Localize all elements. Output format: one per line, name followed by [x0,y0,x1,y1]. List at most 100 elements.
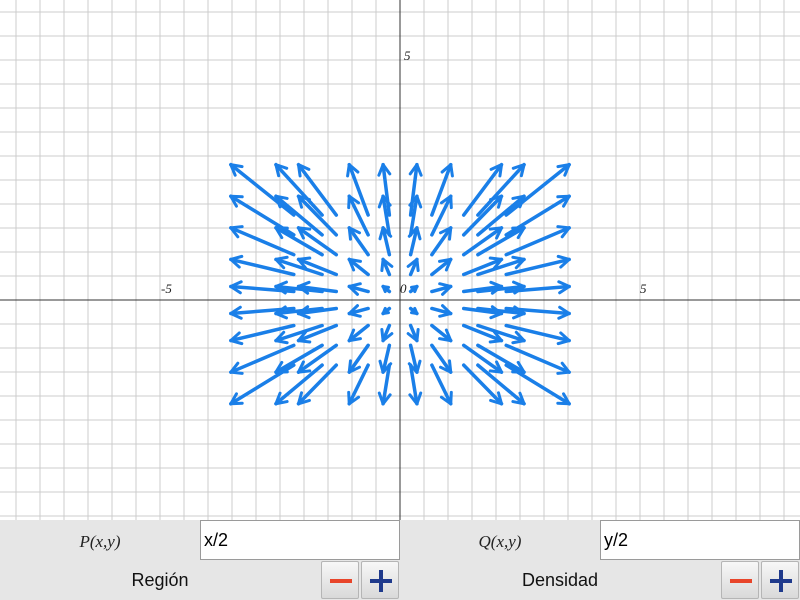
vector-arrow [430,226,453,257]
arrow-head [406,327,420,343]
vector-arrow [229,257,296,277]
vector-arrow [347,363,370,406]
arrow-head [408,163,423,177]
vector-arrow [430,306,453,316]
vector-arrow [476,323,526,343]
arrow-head [409,306,419,316]
arrow-head [408,391,423,406]
density-plus-button[interactable] [761,561,799,599]
vector-arrow [296,343,339,374]
arrow-head [440,163,454,178]
arrow-head [229,280,243,295]
arrow-head [274,391,289,406]
density-minus-button[interactable] [721,561,759,599]
vector-field-plot[interactable]: -5 0 5 5 [0,0,800,520]
vector-arrow [430,363,453,406]
arrow-head [296,226,312,240]
vector-arrow [381,226,392,257]
arrow-head [377,391,392,406]
vector-arrow [296,306,339,316]
region-minus-button[interactable] [321,561,359,599]
vector-arrow [274,323,324,343]
vector-arrow [229,343,296,374]
arrow-head [229,331,244,346]
arrow-head [511,391,526,406]
arrow-head [488,330,504,344]
arrow-head [556,225,571,239]
arrow-head [489,391,504,406]
arrow-head [438,328,453,343]
vector-arrow [274,363,324,406]
vector-arrow [430,343,453,374]
arrow-head [439,359,453,374]
arrow-head [407,226,422,241]
plus-icon-vertical [379,570,383,592]
arrow-head [296,163,311,178]
p-input[interactable] [200,520,400,560]
arrow-head [380,327,394,343]
origin-label: 0 [400,281,407,296]
vector-arrow [296,323,339,343]
vector-arrow [504,226,571,257]
arrow-head [380,257,394,273]
vector-arrow [381,343,392,374]
vector-arrow [408,343,419,374]
vector-arrow [476,343,526,374]
arrow-head [274,330,289,345]
axes [0,0,800,520]
arrow-head [438,257,453,272]
arrow-head [347,359,361,374]
vector-arrow [347,323,370,343]
vector-arrow [296,257,339,277]
arrow-head [229,225,244,239]
arrow-head [438,304,453,318]
arrow-head [347,390,361,406]
vector-arrow [430,257,453,277]
arrow-head [406,257,420,273]
arrow-head [556,392,571,406]
arrow-head [381,306,391,316]
vector-arrow [461,162,504,217]
vector-arrow [274,343,324,374]
arrow-head [409,284,419,294]
arrow-head [557,280,571,295]
arrow-head [274,305,288,320]
arrow-head [274,194,289,209]
arrow-head [346,163,360,178]
vector-arrow [296,363,339,406]
vector-arrow [274,194,324,237]
arrow-head [556,254,571,269]
vector-arrow [347,226,370,257]
arrow-head [229,163,244,177]
vector-arrow [347,194,370,237]
q-input[interactable] [600,520,800,560]
arrow-head [488,360,504,374]
vector-arrow [504,162,571,217]
vector-arrow [476,162,526,217]
arrow-head [274,163,289,178]
vector-arrow [274,162,324,217]
arrow-head [274,255,289,270]
vector-arrow [347,306,370,316]
vector-arrow [381,194,392,237]
plus-icon-vertical [779,570,783,592]
vector-arrow [461,284,504,294]
vector-arrow [476,257,526,277]
region-plus-button[interactable] [361,561,399,599]
arrow-head [556,331,571,346]
vector-arrow [476,306,526,316]
vector-arrow [408,194,419,237]
arrow-head [438,282,453,296]
arrow-head [408,194,423,209]
vector-arrow [476,284,526,294]
vector-arrow [274,284,324,294]
vector-arrow [408,363,419,406]
arrow-head [347,226,361,241]
vector-arrow [296,226,339,257]
arrow-head [511,330,526,345]
vector-arrow [274,257,324,277]
vector-arrow [408,226,419,257]
arrow-head [381,284,391,294]
region-label: Región [131,570,189,590]
arrow-head [229,305,243,320]
